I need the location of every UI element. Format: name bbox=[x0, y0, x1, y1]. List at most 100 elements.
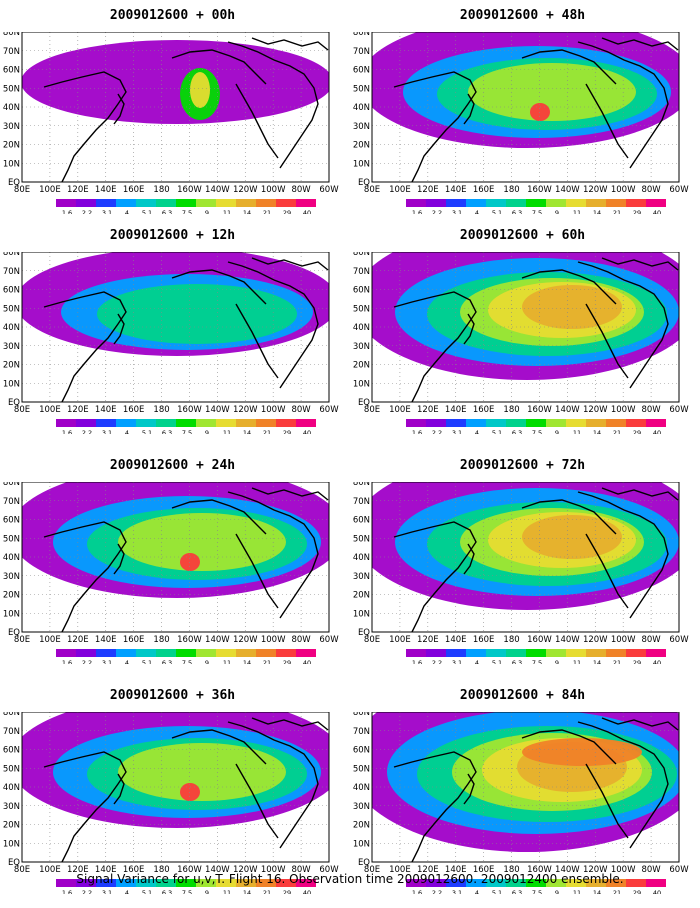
colorbar-label: 2.2 bbox=[432, 889, 442, 894]
colorbar-swatch bbox=[96, 649, 116, 657]
latitude-tick-label: 30N bbox=[353, 572, 370, 582]
longitude-tick-label: 180 bbox=[153, 185, 169, 195]
colorbar-label: 6.3 bbox=[162, 889, 172, 894]
map-panel: 2009012600 + 00h 80N 70N 60N 50N 40N 30N 20N 10N… bbox=[0, 8, 345, 228]
latitude-tick-label: 70N bbox=[353, 727, 370, 737]
colorbar-label: 2.2 bbox=[82, 659, 92, 664]
colorbar-swatch bbox=[546, 199, 566, 207]
longitude-tick-label: 120W bbox=[233, 405, 258, 415]
longitude-tick-label: 120W bbox=[233, 635, 258, 645]
latitude-tick-label: 20N bbox=[3, 821, 20, 831]
colorbar-label: 21 bbox=[263, 429, 271, 434]
latitude-tick-label: EQ bbox=[358, 178, 370, 188]
colorbar-swatch bbox=[116, 419, 136, 427]
colorbar-swatch bbox=[176, 879, 196, 887]
colorbar-label: 7.5 bbox=[532, 659, 542, 664]
colorbar-label: 29 bbox=[283, 209, 291, 214]
longitude-tick-label: 160E bbox=[123, 865, 145, 875]
longitude-tick-label: 100E bbox=[39, 185, 61, 195]
longitude-tick-label: 100W bbox=[261, 865, 286, 875]
colorbar-label: 9 bbox=[555, 889, 559, 894]
longitude-tick-label: 160W bbox=[527, 635, 552, 645]
latitude-tick-label: 60N bbox=[3, 746, 20, 756]
colorbar-label: 6.3 bbox=[162, 659, 172, 664]
longitude-tick-label: 120E bbox=[417, 635, 439, 645]
longitude-tick-label: 100W bbox=[611, 405, 636, 415]
longitude-tick-label: 100W bbox=[261, 185, 286, 195]
coastline bbox=[463, 543, 475, 575]
colorbar-label: 7.5 bbox=[182, 209, 192, 214]
latitude-tick-label: 80N bbox=[3, 712, 20, 718]
coastline bbox=[521, 499, 617, 535]
colorbar-swatch bbox=[136, 199, 156, 207]
latitude-tick-label: 80N bbox=[3, 252, 20, 258]
colorbar-label: 4 bbox=[475, 659, 479, 664]
colorbar-swatch bbox=[406, 649, 426, 657]
colorbar-swatch bbox=[486, 649, 506, 657]
colorbar-label: 1.6 bbox=[62, 429, 72, 434]
longitude-tick-label: 80E bbox=[364, 635, 380, 645]
coastline bbox=[171, 269, 267, 305]
coastline bbox=[171, 49, 267, 85]
longitude-tick-label: 60W bbox=[319, 865, 339, 875]
colorbar-label: 4 bbox=[475, 429, 479, 434]
colorbar-label: 6.3 bbox=[512, 659, 522, 664]
latitude-tick-label: 70N bbox=[353, 497, 370, 507]
signal-contour-region bbox=[522, 738, 642, 766]
coastline bbox=[43, 521, 127, 632]
longitude-tick-label: 140E bbox=[95, 865, 117, 875]
longitude-tick-label: 80E bbox=[364, 865, 380, 875]
colorbar-label: 2.2 bbox=[82, 429, 92, 434]
figure-caption: Signal Variance for u,v,T. Flight 16. Ob… bbox=[76, 872, 624, 886]
longitude-tick-label: 80W bbox=[291, 185, 311, 195]
coastline bbox=[171, 499, 267, 535]
longitude-tick-label: 140W bbox=[555, 635, 580, 645]
colorbar-label: 9 bbox=[555, 209, 559, 214]
colorbar: 1.6 2.2 3.1 4 5.1 6.3 7.5 9 11 14 21 29 40 bbox=[56, 199, 316, 214]
colorbar-label: 5.1 bbox=[492, 429, 502, 434]
colorbar-label: 9 bbox=[205, 889, 209, 894]
coastline bbox=[463, 93, 475, 125]
colorbar-swatch bbox=[446, 649, 466, 657]
colorbar-swatch bbox=[606, 199, 626, 207]
colorbar-swatch bbox=[466, 419, 486, 427]
latitude-tick-label: EQ bbox=[8, 858, 20, 868]
longitude-tick-label: 80E bbox=[364, 185, 380, 195]
signal-contour-region bbox=[97, 284, 297, 344]
colorbar-label: 14 bbox=[593, 429, 601, 434]
latitude-tick-label: 80N bbox=[353, 482, 370, 488]
colorbar-label: 7.5 bbox=[532, 429, 542, 434]
colorbar-swatch bbox=[426, 879, 446, 887]
colorbar-label: 40 bbox=[303, 429, 311, 434]
colorbar-label: 9 bbox=[205, 659, 209, 664]
colorbar-swatch bbox=[646, 649, 666, 657]
longitude-tick-label: 120E bbox=[67, 865, 89, 875]
colorbar-swatch bbox=[176, 199, 196, 207]
panel-title: 2009012600 + 12h bbox=[109, 228, 236, 243]
longitude-tick-label: 120E bbox=[67, 635, 89, 645]
longitude-tick-label: 80E bbox=[14, 865, 30, 875]
longitude-tick-label: 80E bbox=[364, 405, 380, 415]
colorbar-swatch bbox=[136, 649, 156, 657]
latitude-tick-label: 50N bbox=[353, 764, 370, 774]
latitude-tick-label: 10N bbox=[353, 839, 370, 849]
latitude-tick-label: 80N bbox=[3, 32, 20, 38]
colorbar-swatch bbox=[76, 419, 96, 427]
colorbar-label: 11 bbox=[223, 429, 231, 434]
colorbar-swatch bbox=[446, 199, 466, 207]
map-panel: 2009012600 + 48h 80N 70N 60N 50N 40N 30N 20N 10N… bbox=[350, 8, 695, 228]
colorbar-swatch bbox=[236, 419, 256, 427]
colorbar-label: 29 bbox=[283, 889, 291, 894]
latitude-tick-label: 10N bbox=[353, 159, 370, 169]
colorbar-swatch bbox=[566, 419, 586, 427]
colorbar-label: 5.1 bbox=[492, 889, 502, 894]
colorbar-swatch bbox=[426, 649, 446, 657]
colorbar-label: 14 bbox=[593, 209, 601, 214]
longitude-tick-label: 100E bbox=[389, 185, 411, 195]
colorbar-swatch bbox=[136, 419, 156, 427]
latitude-tick-label: 80N bbox=[353, 32, 370, 38]
colorbar-label: 21 bbox=[613, 429, 621, 434]
